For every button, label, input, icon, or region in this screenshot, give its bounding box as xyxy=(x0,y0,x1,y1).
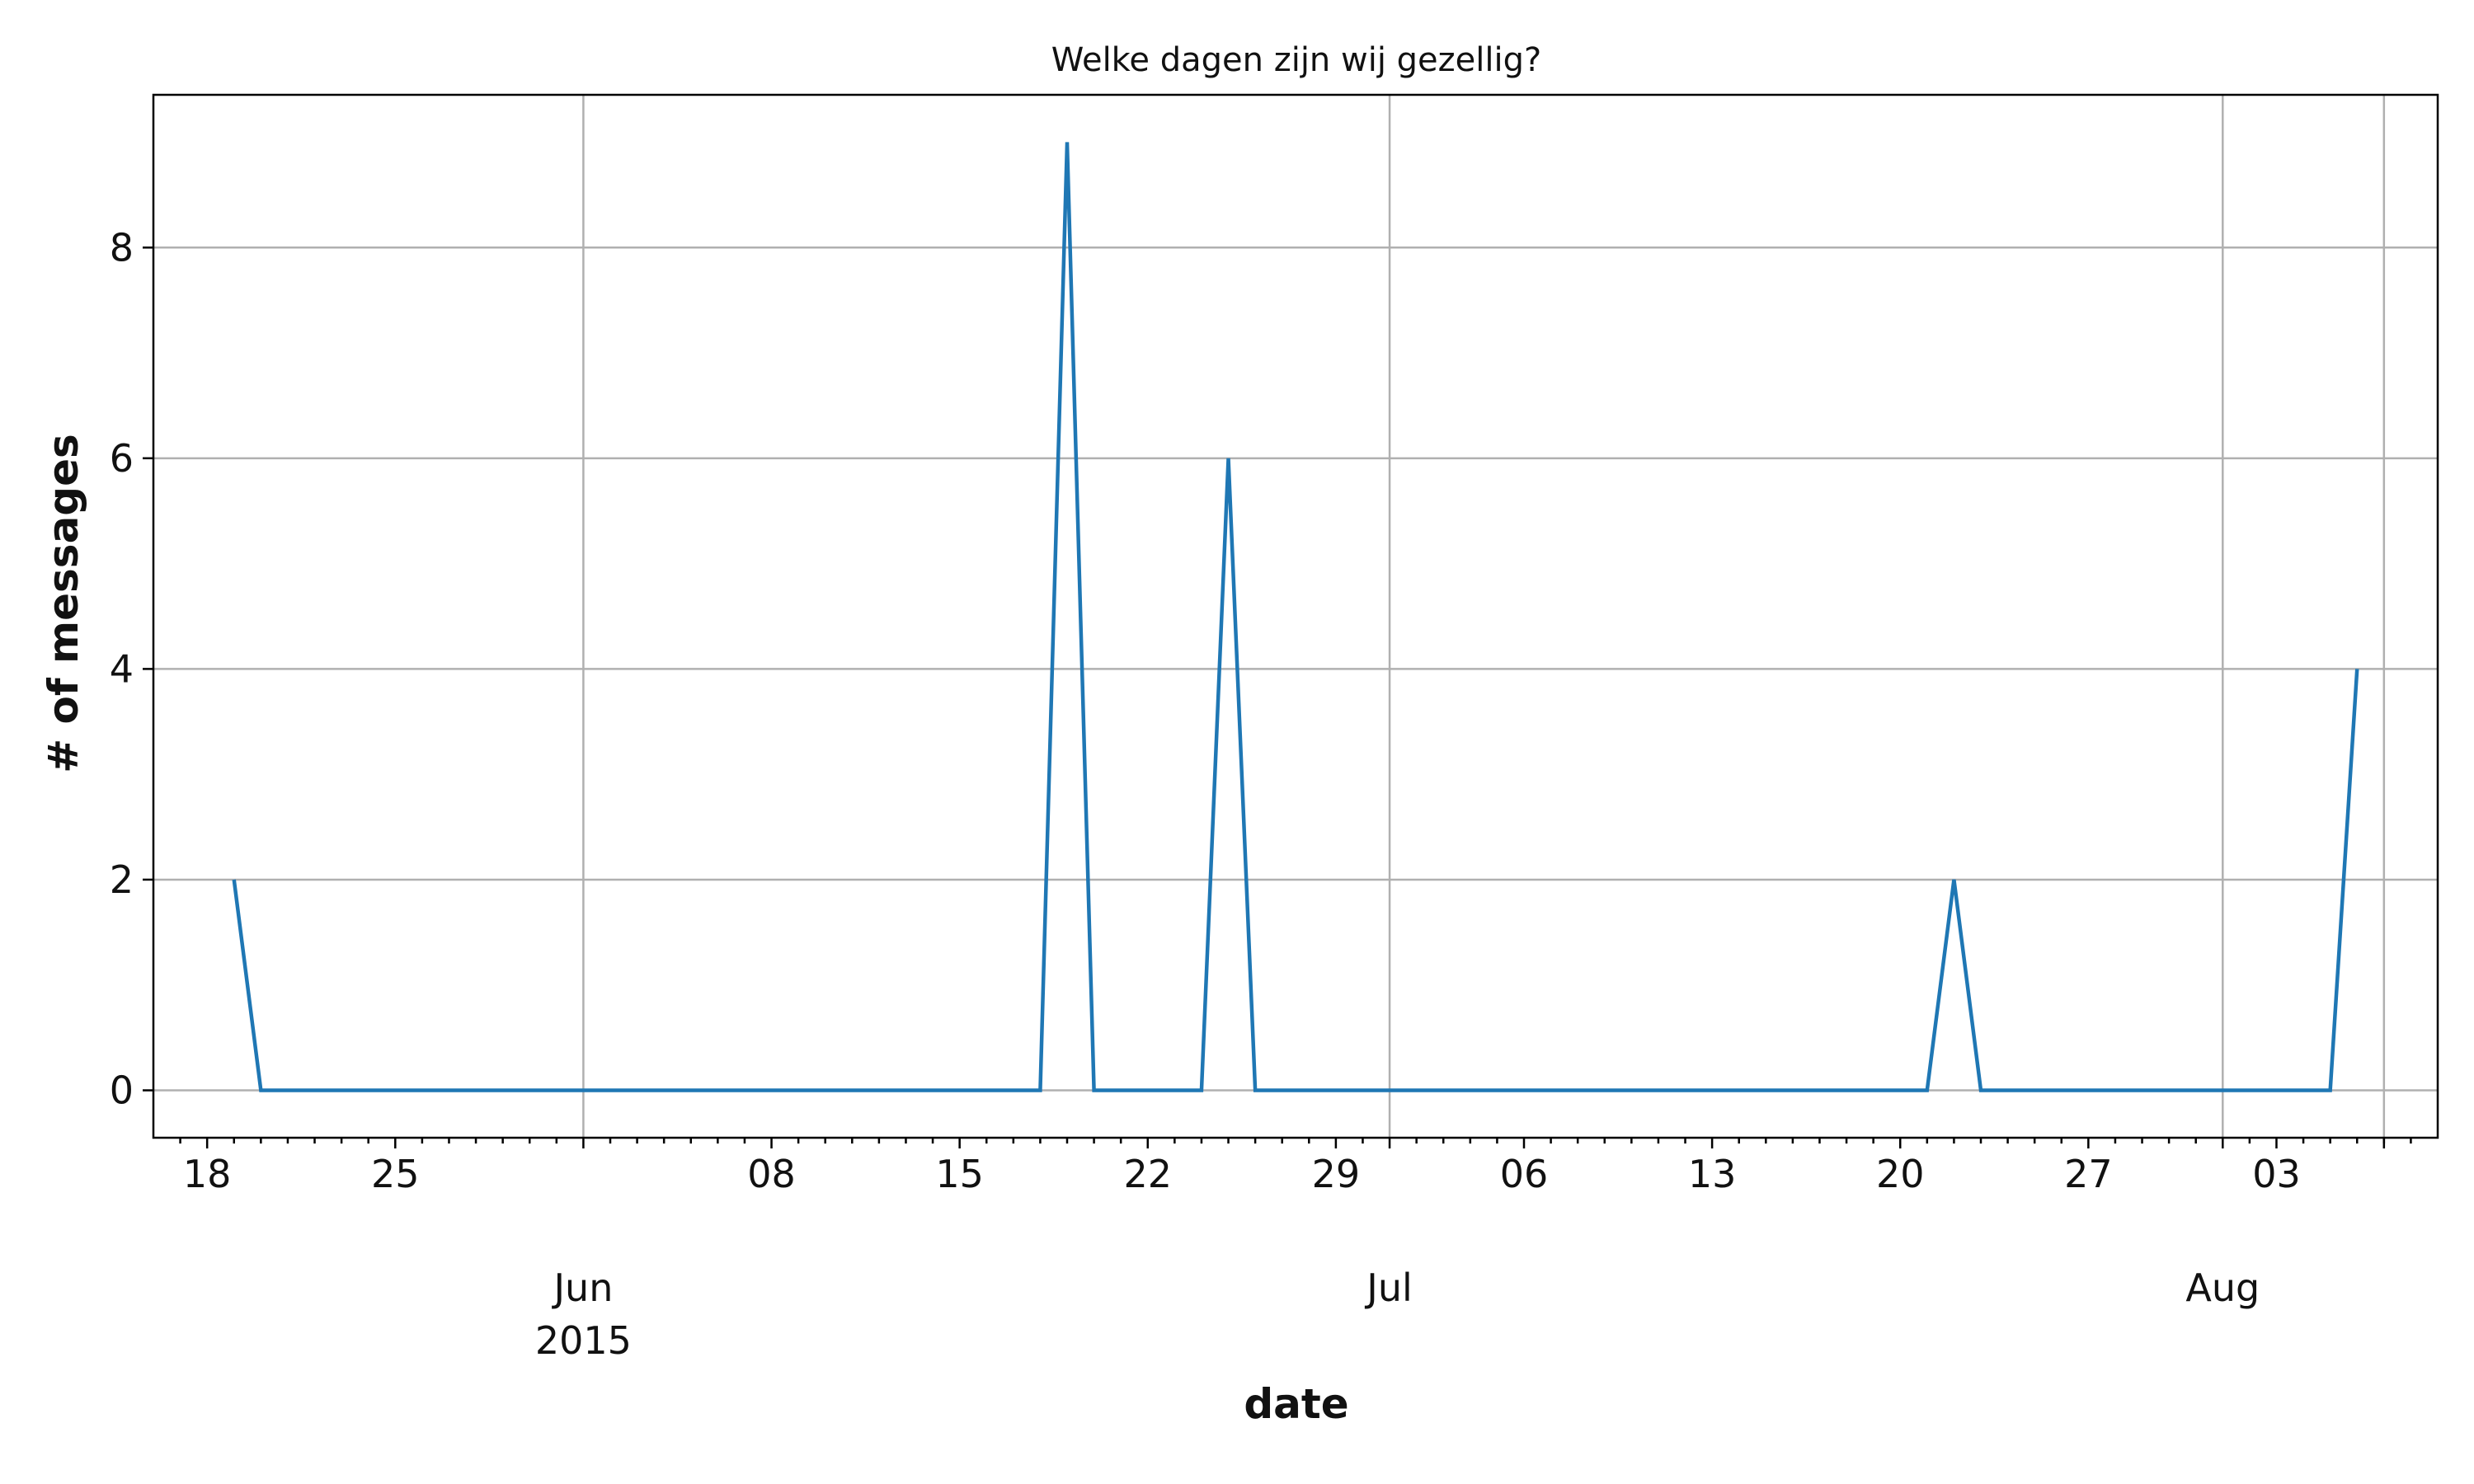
y-tick-label: 6 xyxy=(110,436,134,481)
series-line xyxy=(232,142,2359,1092)
y-tick-label: 8 xyxy=(110,225,134,270)
x-tick-label: 27 xyxy=(2064,1152,2113,1196)
x-tick-label: 22 xyxy=(1123,1152,1172,1196)
y-tick-label: 2 xyxy=(110,857,134,902)
x-tick-label: 29 xyxy=(1312,1152,1361,1196)
x-year-label: 2015 xyxy=(535,1318,632,1363)
series-layer xyxy=(232,142,2359,1092)
x-month-label: Aug xyxy=(2185,1266,2260,1310)
tick-labels: 0 2 4 6 8 18 25 08 15 22 29 06 13 20 27 03 Jun 2015 Jul Aug xyxy=(110,225,2301,1363)
x-month-label: Jun xyxy=(551,1266,613,1310)
x-axis-label: date xyxy=(1244,1380,1348,1428)
x-tick-label: 25 xyxy=(371,1152,420,1196)
x-tick-label: 15 xyxy=(935,1152,984,1196)
x-tick-label: 18 xyxy=(183,1152,232,1196)
grid xyxy=(153,95,2438,1138)
y-tick-label: 0 xyxy=(110,1068,134,1113)
x-tick-label: 20 xyxy=(1876,1152,1925,1196)
x-tick-label: 06 xyxy=(1500,1152,1549,1196)
ticks xyxy=(143,247,2412,1148)
x-tick-label: 13 xyxy=(1688,1152,1737,1196)
y-tick-label: 4 xyxy=(110,646,134,691)
x-month-label: Jul xyxy=(1364,1266,1413,1310)
x-tick-label: 03 xyxy=(2252,1152,2301,1196)
chart-title: Welke dagen zijn wij gezellig? xyxy=(1051,41,1541,79)
plot-frame xyxy=(152,93,2439,1139)
x-tick-label: 08 xyxy=(747,1152,796,1196)
y-axis-label: # of messages xyxy=(40,434,87,773)
